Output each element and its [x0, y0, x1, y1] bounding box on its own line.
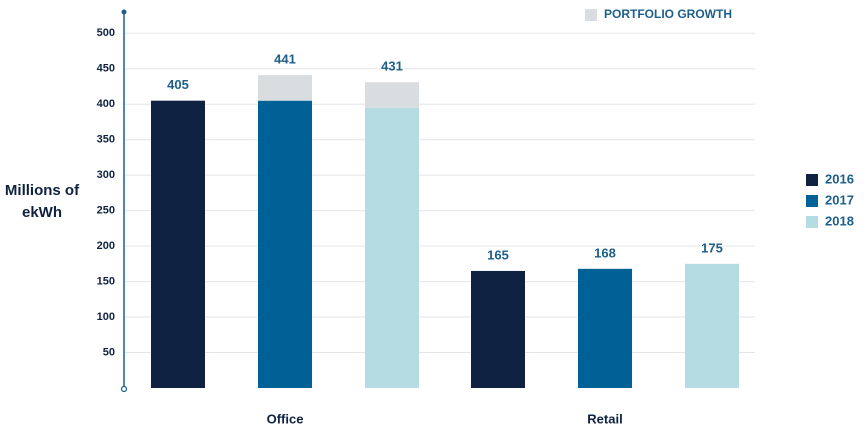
y-tick-label: 250 — [97, 205, 115, 217]
value-label: 175 — [701, 240, 723, 255]
legend-label: 2016 — [825, 171, 854, 186]
axis-end — [121, 9, 127, 15]
y-tick-label: 50 — [103, 346, 115, 358]
value-label: 168 — [594, 245, 616, 260]
y-tick-label: 500 — [97, 27, 115, 39]
legend-swatch — [806, 195, 818, 207]
bar — [578, 268, 632, 388]
y-tick-label: 300 — [97, 169, 115, 181]
y-tick-label: 200 — [97, 240, 115, 252]
y-axis-label: Millions of ekWh — [4, 182, 80, 221]
legend-label: 2018 — [825, 213, 854, 228]
axis-end — [120, 385, 128, 393]
legend-swatch — [806, 216, 818, 228]
value-label: 165 — [487, 247, 509, 262]
value-label: 431 — [381, 59, 403, 74]
value-label: 441 — [274, 52, 296, 67]
legend-swatch — [806, 174, 818, 186]
legend-label: PORTFOLIO GROWTH — [604, 7, 732, 21]
bar — [258, 100, 312, 388]
legend-label: 2017 — [825, 192, 854, 207]
y-tick-label: 350 — [97, 134, 115, 146]
x-tick-label: Office — [267, 411, 304, 426]
value-label: 405 — [167, 77, 189, 92]
y-tick-label: 150 — [97, 275, 115, 287]
bar — [151, 100, 205, 388]
bar — [471, 270, 525, 388]
y-tick-label: 450 — [97, 63, 115, 75]
x-tick-label: Retail — [587, 411, 622, 426]
growth-bar — [258, 75, 312, 101]
y-tick-label: 100 — [97, 311, 115, 323]
bar — [365, 107, 419, 388]
legend-swatch — [585, 9, 597, 21]
y-tick-label: 400 — [97, 98, 115, 110]
bar — [685, 263, 739, 388]
growth-bar — [365, 82, 419, 108]
